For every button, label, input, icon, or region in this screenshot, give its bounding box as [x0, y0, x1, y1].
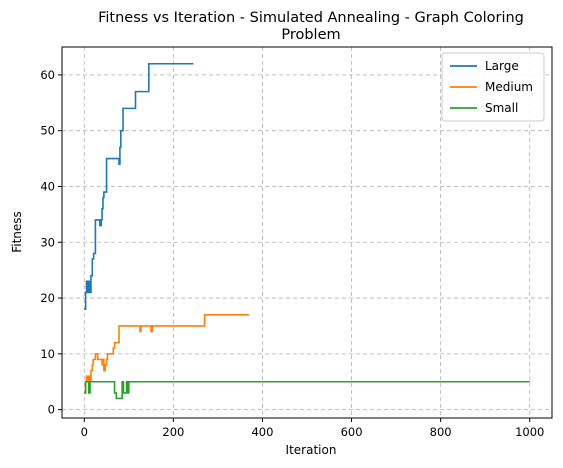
x-tick-label: 0 [81, 425, 88, 439]
x-tick-label: 600 [341, 425, 363, 439]
legend-label-large: Large [485, 59, 519, 73]
series-line-medium [84, 313, 250, 394]
x-tick-label: 1000 [515, 425, 544, 439]
legend-label-small: Small [485, 101, 518, 115]
series-layer [84, 62, 530, 400]
chart-title-line2: Problem [281, 27, 340, 43]
y-tick-label: 40 [40, 179, 55, 193]
y-tick-label: 30 [40, 235, 55, 249]
plot-frame [61, 46, 553, 419]
legend-label-medium: Medium [485, 80, 533, 94]
x-axis-label: Iteration [286, 443, 337, 457]
chart-title-line1: Fitness vs Iteration - Simulated Anneali… [98, 10, 524, 26]
legend-box [441, 52, 545, 122]
y-tick-label: 10 [40, 347, 55, 361]
x-tick-label: 800 [430, 425, 452, 439]
axes-layer: 0 200 400 600 800 1000 0 10 20 30 40 50 60 [40, 46, 553, 439]
y-tick-label: 60 [40, 68, 55, 82]
y-tick-label: 20 [40, 291, 55, 305]
x-tick-label: 400 [251, 425, 273, 439]
series-line-large [84, 62, 194, 311]
y-tick-label: 50 [40, 124, 55, 138]
legend: Large Medium Small [441, 52, 545, 122]
y-tick-label: 0 [48, 403, 55, 417]
x-tick-label: 200 [162, 425, 184, 439]
y-axis-label: Fitness [10, 211, 24, 253]
series-line-small [84, 380, 530, 400]
